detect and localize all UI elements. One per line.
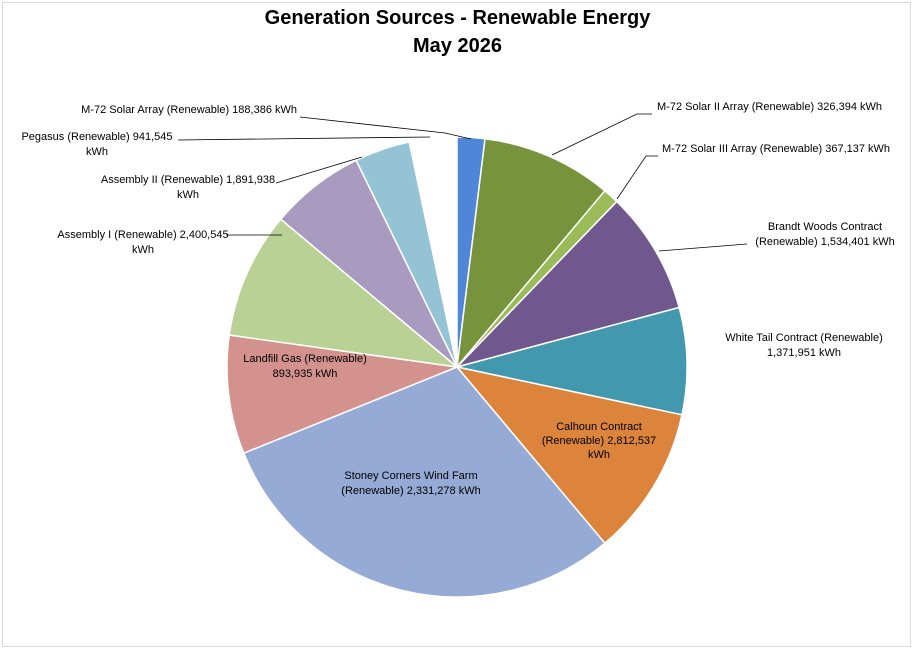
slice-label: White Tail Contract (Renewable) xyxy=(725,332,883,344)
slice-label: Assembly II (Renewable) 1,891,938 xyxy=(101,174,275,186)
leader-line xyxy=(551,113,652,156)
slice-label: (Renewable) 2,812,537 xyxy=(542,435,656,447)
slice-label: kWh xyxy=(177,189,199,201)
slice-label: M-72 Solar Array (Renewable) 188,386 kWh xyxy=(81,104,297,116)
slice-label: kWh xyxy=(86,146,108,158)
pie-slice xyxy=(226,334,458,454)
slice-label: 893,935 kWh xyxy=(273,368,338,380)
pie-slice xyxy=(456,200,680,368)
slice-label: Pegasus (Renewable) 941,545 xyxy=(21,131,172,143)
slice-labels: M-72 Solar Array (Renewable) 188,386 kWh… xyxy=(21,101,894,497)
slice-label: kWh xyxy=(132,244,154,256)
slice-label: kWh xyxy=(588,449,610,461)
slice-label: (Renewable) 2,331,278 kWh xyxy=(341,485,480,497)
slice-label: M-72 Solar III Array (Renewable) 367,137… xyxy=(662,143,890,155)
pie-slice xyxy=(355,141,458,368)
slice-label: Calhoun Contract xyxy=(556,421,642,433)
pie-slice xyxy=(228,218,458,368)
slice-label: Landfill Gas (Renewable) xyxy=(243,353,367,365)
slice-label: M-72 Solar II Array (Renewable) 326,394 … xyxy=(657,101,882,113)
leader-line xyxy=(299,116,472,140)
slice-label: Stoney Corners Wind Farm xyxy=(344,470,477,482)
slice-label: Assembly I (Renewable) 2,400,545 xyxy=(57,229,228,241)
leader-line xyxy=(177,136,431,141)
chart-title: Generation Sources - Renewable Energy xyxy=(264,7,651,29)
pie-slice xyxy=(243,366,606,598)
leader-line xyxy=(616,155,658,200)
pie-slice xyxy=(456,366,683,544)
slice-label: (Renewable) 1,534,401 kWh xyxy=(755,236,894,248)
slice-label: 1,371,951 kWh xyxy=(767,347,841,359)
leader-line xyxy=(275,156,363,184)
pie-slices xyxy=(226,136,688,598)
leader-line xyxy=(658,243,748,252)
pie-slice xyxy=(456,137,606,368)
chart-title-block: Generation Sources - Renewable Energy Ma… xyxy=(0,4,915,60)
chart-subtitle: May 2026 xyxy=(413,35,502,57)
pie-slice xyxy=(456,306,688,416)
slice-label: Brandt Woods Contract xyxy=(768,221,882,233)
